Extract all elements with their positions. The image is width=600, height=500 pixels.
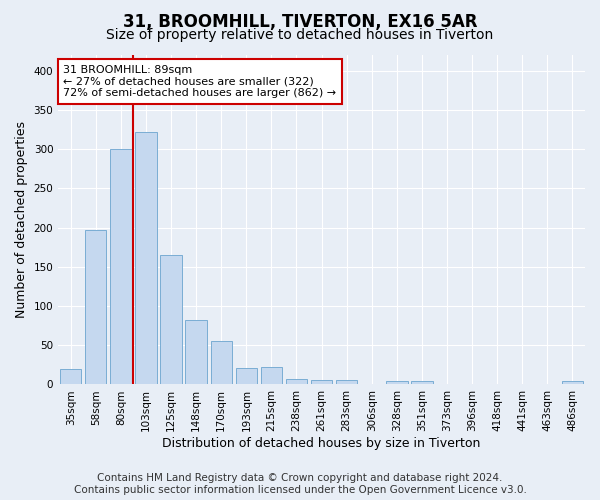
Bar	[261, 367, 282, 384]
Bar	[136, 132, 157, 384]
Text: 31 BROOMHILL: 89sqm
← 27% of detached houses are smaller (322)
72% of semi-detac: 31 BROOMHILL: 89sqm ← 27% of detached ho…	[64, 65, 337, 98]
Bar	[386, 380, 407, 384]
Bar	[236, 368, 257, 384]
Text: Size of property relative to detached houses in Tiverton: Size of property relative to detached ho…	[106, 28, 494, 42]
Bar	[286, 379, 307, 384]
Bar	[336, 380, 358, 384]
X-axis label: Distribution of detached houses by size in Tiverton: Distribution of detached houses by size …	[163, 437, 481, 450]
Text: 31, BROOMHILL, TIVERTON, EX16 5AR: 31, BROOMHILL, TIVERTON, EX16 5AR	[123, 12, 477, 30]
Bar	[85, 230, 106, 384]
Bar	[110, 149, 131, 384]
Bar	[311, 380, 332, 384]
Bar	[411, 380, 433, 384]
Y-axis label: Number of detached properties: Number of detached properties	[15, 121, 28, 318]
Bar	[211, 340, 232, 384]
Bar	[185, 320, 207, 384]
Text: Contains HM Land Registry data © Crown copyright and database right 2024.
Contai: Contains HM Land Registry data © Crown c…	[74, 474, 526, 495]
Bar	[562, 382, 583, 384]
Bar	[160, 255, 182, 384]
Bar	[60, 369, 82, 384]
